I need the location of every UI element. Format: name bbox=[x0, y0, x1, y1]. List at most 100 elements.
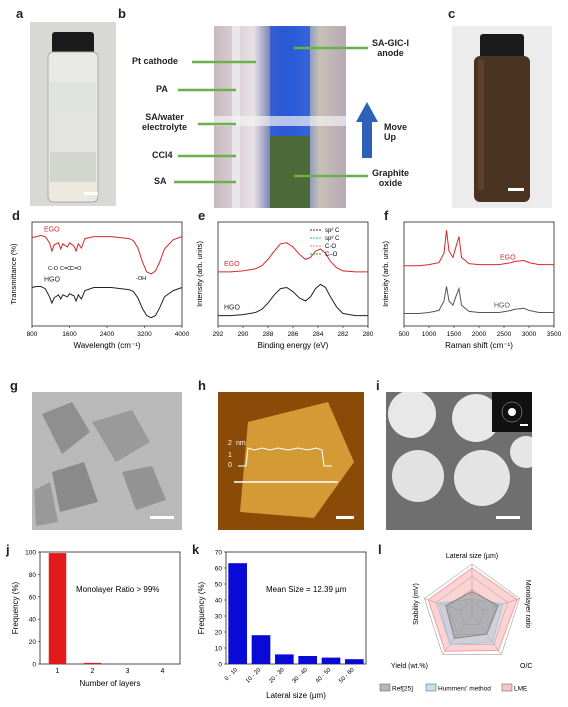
bar bbox=[321, 657, 341, 664]
x-tick-label: 2500 bbox=[497, 331, 512, 338]
x-tick-label: 1000 bbox=[422, 331, 437, 338]
peak-annotation: C=O bbox=[70, 266, 82, 272]
x-tick-label: 4000 bbox=[175, 331, 190, 338]
peak-annotation: C-O bbox=[48, 266, 59, 272]
tem-image bbox=[386, 392, 532, 530]
afm-drawing bbox=[234, 402, 354, 519]
y-tick-label: 0 bbox=[32, 662, 36, 669]
x-tick-label: 20 - 30 bbox=[268, 667, 286, 685]
x-tick-label: 292 bbox=[213, 331, 224, 338]
x-tick-label: 800 bbox=[27, 331, 38, 338]
y-tick-label: 40 bbox=[215, 598, 223, 605]
afm-unit-label: nm bbox=[236, 440, 246, 447]
series-label: EGO bbox=[44, 227, 60, 234]
annotation: Mean Size = 12.39 µm bbox=[266, 585, 347, 594]
label-sa: SA bbox=[154, 176, 167, 186]
xps-chart: EGO HGO 292 290 288 286 284 282 280 Binding energ… bbox=[195, 221, 374, 350]
peak-annotation: C=C bbox=[60, 266, 71, 272]
legend-label: Hummers' method bbox=[438, 686, 491, 693]
radar-series bbox=[427, 567, 518, 652]
legend-swatch bbox=[425, 683, 437, 692]
panel-b: b Pt cathode PA SA/water electrolyte CCl… bbox=[116, 4, 440, 210]
panel-c: c bbox=[444, 4, 564, 210]
radar-grid bbox=[424, 563, 520, 655]
x-tick-label: 3200 bbox=[137, 331, 152, 338]
raman-chart: EGO HGO 500 1000 1500 2000 2500 3000 3500 Raman s… bbox=[381, 221, 562, 350]
peak-annotation: -OH bbox=[136, 276, 146, 282]
x-tick-label: 3 bbox=[126, 668, 130, 675]
x-tick-label: 1600 bbox=[62, 331, 77, 338]
radar-axis-label: Yield (wt.%) bbox=[391, 663, 428, 670]
diffraction-inset bbox=[492, 392, 532, 432]
x-axis-label: Number of layers bbox=[80, 679, 141, 688]
series-line-hgo bbox=[404, 286, 554, 314]
panel-h: h nm 2 1 0 bbox=[196, 378, 372, 532]
series-line-ego bbox=[404, 230, 554, 267]
panel-label: j bbox=[6, 542, 10, 557]
plot-frame bbox=[225, 551, 367, 665]
legend-label: C–O bbox=[325, 252, 338, 258]
vial-photo-c bbox=[452, 26, 552, 208]
vial-a-drawing bbox=[47, 32, 99, 203]
x-tick-label: 30 - 40 bbox=[292, 667, 310, 685]
series-label: HGO bbox=[224, 305, 241, 312]
y-tick-label: 100 bbox=[25, 550, 36, 557]
bar bbox=[251, 635, 271, 664]
panel-d: d EGO HGO 800 1600 2400 3200 4000 Wavelength (c… bbox=[4, 208, 190, 360]
annotation: Monolayer Ratio > 99% bbox=[76, 585, 159, 594]
panel-label: k bbox=[192, 542, 200, 557]
panel-g: g bbox=[10, 378, 190, 532]
panel-label: g bbox=[10, 378, 18, 393]
y-tick-label: 80 bbox=[29, 572, 37, 579]
y-tick-label: 60 bbox=[215, 566, 223, 573]
x-tick-label: 500 bbox=[399, 331, 410, 338]
cell-drawing bbox=[214, 26, 346, 208]
panel-k: k 0 10 20 30 40 50 60 70 0 - 10 10 - 20 20 - 30 30 … bbox=[190, 540, 376, 702]
bar bbox=[275, 654, 294, 664]
x-tick-label: 288 bbox=[263, 331, 274, 338]
panel-j: j 0 20 40 60 80 100 1 2 3 4 Number of layers Freque… bbox=[4, 540, 190, 702]
x-axis-label: Lateral size (µm) bbox=[266, 691, 326, 700]
legend-label: Ref[25] bbox=[392, 686, 413, 693]
radar-spoke bbox=[442, 613, 473, 655]
panel-a: a bbox=[10, 4, 130, 206]
legend-swatch bbox=[501, 683, 513, 692]
bar bbox=[83, 662, 102, 664]
vial-photo-a bbox=[30, 22, 116, 206]
panel-label: h bbox=[198, 378, 206, 393]
y-axis-label: Frequency (%) bbox=[11, 581, 20, 634]
radar-axis-label: Monolayer ratio bbox=[524, 580, 531, 628]
x-tick-label: 40 - 50 bbox=[315, 667, 333, 685]
series-label: HGO bbox=[494, 303, 511, 310]
y-tick-label: 60 bbox=[29, 594, 37, 601]
panel-label: l bbox=[378, 542, 382, 557]
bar bbox=[298, 656, 317, 664]
label-graphite-oxide: Graphite oxide bbox=[372, 168, 410, 188]
y-tick-label: 40 bbox=[29, 617, 37, 624]
panel-e: e EGO HGO 292 290 288 286 284 282 280 Binding ene… bbox=[190, 208, 376, 360]
label-move-up: Move Up bbox=[384, 122, 408, 142]
x-tick-label: 10 - 20 bbox=[245, 667, 263, 685]
panel-label: c bbox=[448, 6, 456, 21]
x-axis-label: Raman shift (cm⁻¹) bbox=[445, 341, 513, 350]
label-pt-cathode: Pt cathode bbox=[132, 56, 179, 66]
electrochemical-cell-photo bbox=[214, 26, 346, 208]
x-tick-label: 1500 bbox=[447, 331, 462, 338]
y-axis-label: Intensity (arb. units) bbox=[381, 241, 390, 307]
plot-frame bbox=[31, 221, 183, 327]
label-pa: PA bbox=[156, 84, 168, 94]
plot-frame bbox=[217, 221, 369, 327]
legend-label: sp³ C bbox=[325, 236, 340, 242]
bar bbox=[345, 659, 364, 664]
panel-label: i bbox=[376, 378, 380, 393]
y-axis-label: Frequency (%) bbox=[197, 581, 206, 634]
y-tick-label: 0 bbox=[218, 662, 222, 669]
afm-image: nm 2 1 0 bbox=[218, 392, 364, 530]
panel-label: e bbox=[198, 208, 206, 223]
legend-label: C-O bbox=[325, 244, 336, 250]
panel-i: i bbox=[376, 378, 564, 532]
x-tick-label: 3000 bbox=[522, 331, 537, 338]
label-ccl4: CCl4 bbox=[152, 150, 173, 160]
ftir-chart: EGO HGO 800 1600 2400 3200 4000 Wavelength (cm⁻… bbox=[9, 221, 190, 350]
series-label: EGO bbox=[224, 261, 240, 268]
